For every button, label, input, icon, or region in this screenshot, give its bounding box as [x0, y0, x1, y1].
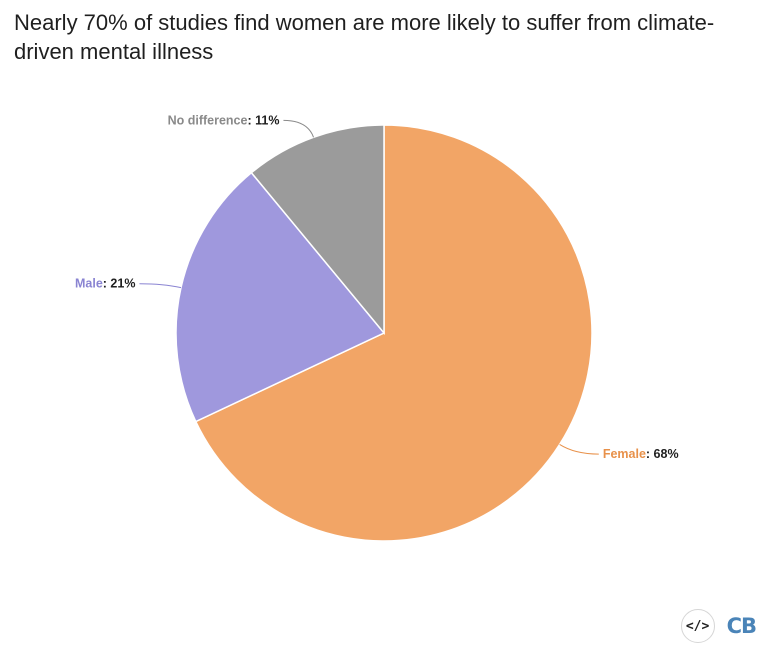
slice-label-female: Female: 68%	[603, 447, 679, 461]
leader-line-no-difference	[283, 119, 315, 138]
carbon-brief-logo: CB	[726, 614, 757, 638]
slice-label-male: Male: 21%	[75, 277, 135, 291]
slice-label-value: : 68%	[646, 447, 679, 461]
leader-line-male	[139, 283, 182, 289]
code-embed-icon[interactable]: </>	[680, 609, 715, 643]
slice-label-value: : 11%	[247, 113, 279, 127]
footer-icons: </> CB	[680, 609, 757, 643]
slice-label-name: Female	[603, 447, 646, 461]
pie-slice-male	[175, 171, 386, 423]
slice-label-no-difference: No difference: 11%	[168, 113, 280, 127]
leader-line-female	[559, 444, 599, 455]
chart-title: Nearly 70% of studies find women are mor…	[14, 10, 715, 64]
slice-label-name: No difference	[168, 113, 248, 127]
slice-label-value: : 21%	[103, 277, 136, 291]
slice-label-name: Male	[75, 277, 103, 291]
